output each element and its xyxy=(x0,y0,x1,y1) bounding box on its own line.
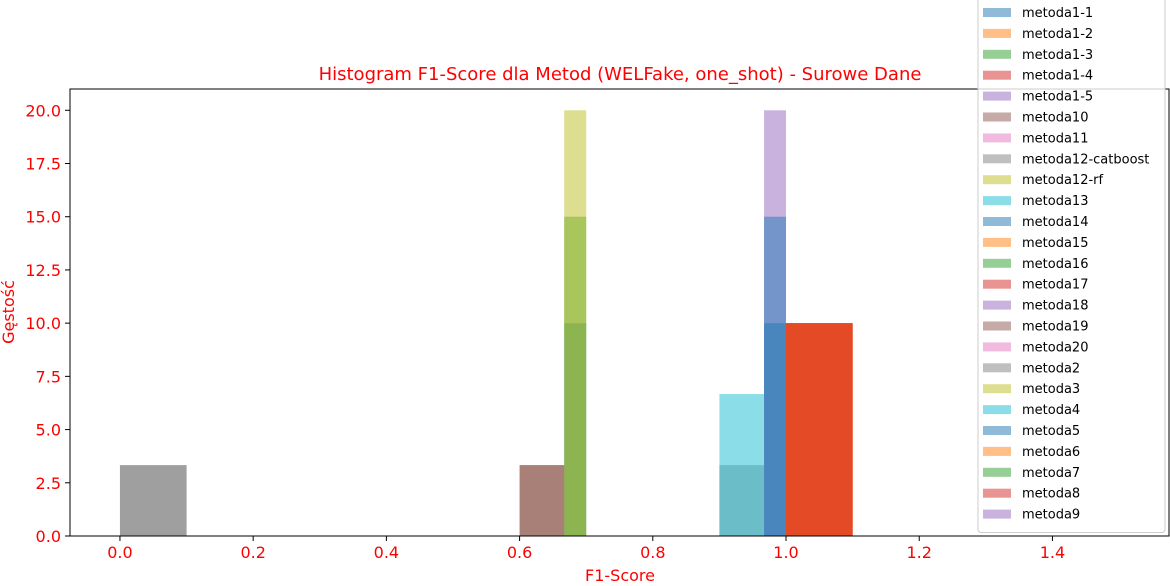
legend-swatch xyxy=(983,384,1011,394)
legend-swatch xyxy=(983,321,1011,331)
x-tick-label: 0.6 xyxy=(507,543,532,562)
legend-label: metoda17 xyxy=(1022,278,1088,293)
y-tick-label: 0.0 xyxy=(36,527,61,546)
legend-swatch xyxy=(983,279,1011,289)
legend: metoda1-1 metoda1-2 metoda1-3 metoda1-4 meto… xyxy=(977,0,1166,533)
legend-swatch xyxy=(983,509,1011,519)
legend-swatch xyxy=(983,446,1011,456)
x-tick-label: 0.0 xyxy=(107,543,132,562)
legend-swatch xyxy=(983,258,1011,268)
x-tick-label: 1.0 xyxy=(773,543,798,562)
bar-metoda2-0 xyxy=(119,465,187,536)
legend-label: metoda1-4 xyxy=(1022,69,1093,84)
x-tick-label: 0.8 xyxy=(640,543,665,562)
legend-swatch xyxy=(983,133,1011,143)
legend-label: metoda10 xyxy=(1022,111,1088,126)
y-tick-label: 12.5 xyxy=(25,261,61,280)
y-tick-label: 20.0 xyxy=(25,101,61,120)
legend-swatch xyxy=(983,70,1011,80)
legend-label: metoda4 xyxy=(1022,403,1080,418)
legend-label: metoda12-catboost xyxy=(1022,152,1149,167)
legend-swatch xyxy=(983,8,1011,17)
legend-label: metoda8 xyxy=(1022,487,1080,502)
legend-box xyxy=(977,0,1166,533)
y-tick-label: 2.5 xyxy=(36,474,61,493)
y-tick-label: 10.0 xyxy=(25,314,61,333)
legend-label: metoda3 xyxy=(1022,382,1080,397)
legend-label: metoda18 xyxy=(1022,299,1088,314)
chart-title: Histogram F1-Score dla Metod (WELFake, o… xyxy=(319,64,922,85)
y-tick-label: 5.0 xyxy=(36,421,61,440)
legend-label: metoda13 xyxy=(1022,194,1088,209)
legend-label: metoda14 xyxy=(1022,215,1088,230)
legend-swatch xyxy=(983,488,1011,498)
legend-label: metoda7 xyxy=(1022,466,1080,481)
legend-label: metoda6 xyxy=(1022,445,1080,460)
x-tick-label: 0.4 xyxy=(374,543,399,562)
y-tick-label: 17.5 xyxy=(25,155,61,174)
legend-swatch xyxy=(983,28,1011,38)
legend-swatch xyxy=(983,300,1011,310)
legend-label: metoda2 xyxy=(1022,361,1080,376)
y-axis: 0.0 2.5 5.0 7.5 10.0 12.5 15.0 17.5 20.0 xyxy=(25,101,70,546)
legend-label: metoda19 xyxy=(1022,320,1088,335)
x-axis-label: F1-Score xyxy=(585,566,655,585)
legend-label: metoda16 xyxy=(1022,257,1088,272)
bar-metoda19-0 xyxy=(519,465,565,536)
legend-label: metoda1-5 xyxy=(1022,90,1093,105)
plot-frame xyxy=(69,88,1170,537)
legend-label: metoda1-1 xyxy=(1022,6,1093,21)
legend-swatch xyxy=(983,237,1011,247)
legend-label: metoda5 xyxy=(1022,424,1080,439)
legend-swatch xyxy=(983,154,1011,164)
legend-swatch xyxy=(983,405,1011,415)
legend-swatch xyxy=(983,91,1011,101)
legend-label: metoda12-rf xyxy=(1022,173,1104,188)
y-tick-label: 7.5 xyxy=(36,367,61,386)
y-axis-label: Gęstość xyxy=(0,280,18,344)
bar-metoda13-0 xyxy=(719,394,765,536)
legend-swatch xyxy=(983,175,1011,185)
legend-label: metoda20 xyxy=(1022,340,1088,355)
legend-label: metoda1-3 xyxy=(1022,48,1093,63)
bar-metoda5-0 xyxy=(764,323,787,536)
bar-metoda12-rf-0 xyxy=(564,110,587,536)
legend-label: metoda15 xyxy=(1022,236,1088,251)
legend-label: metoda11 xyxy=(1022,131,1088,146)
legend-swatch xyxy=(983,217,1011,226)
legend-swatch xyxy=(983,196,1011,206)
x-tick-label: 1.2 xyxy=(907,543,932,562)
legend-swatch xyxy=(983,342,1011,352)
y-tick-label: 15.0 xyxy=(25,208,61,227)
legend-swatch xyxy=(983,363,1011,373)
legend-label: metoda1-2 xyxy=(1022,27,1093,42)
x-tick-label: 0.2 xyxy=(240,543,265,562)
legend-label: metoda9 xyxy=(1022,508,1080,523)
legend-swatch xyxy=(983,426,1011,435)
legend-swatch xyxy=(983,112,1011,122)
x-axis: 0.0 0.2 0.4 0.6 0.8 1.0 1.2 1.4 xyxy=(107,536,1065,562)
legend-swatch xyxy=(983,467,1011,477)
bar-metoda8-0 xyxy=(786,323,853,536)
x-tick-label: 1.4 xyxy=(1040,543,1065,562)
legend-swatch xyxy=(983,49,1011,59)
plot-bars xyxy=(119,110,853,536)
